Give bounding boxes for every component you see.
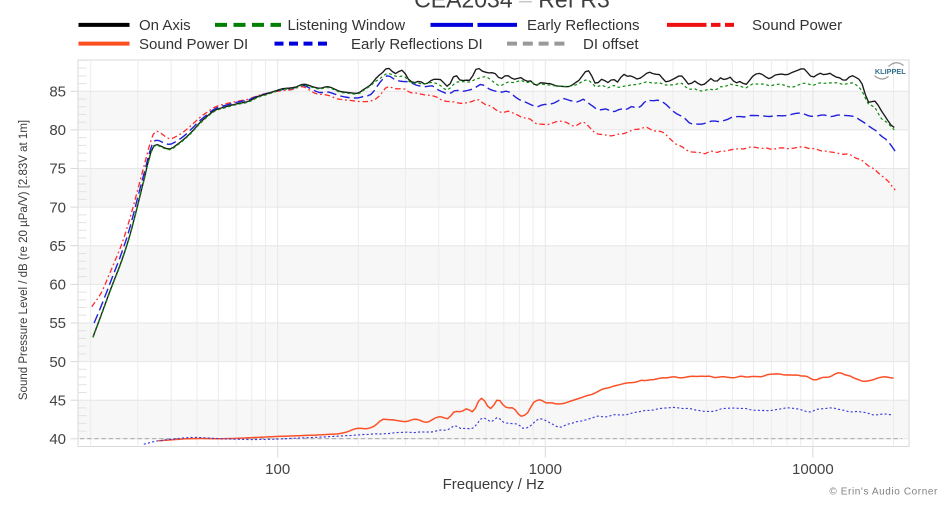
svg-text:50: 50 [49,354,66,371]
svg-text:100: 100 [265,461,290,478]
svg-text:40: 40 [49,431,66,448]
svg-text:KLIPPEL: KLIPPEL [875,67,906,76]
svg-text:55: 55 [49,315,66,332]
svg-text:Listening Window: Listening Window [288,17,406,34]
svg-text:Sound Power: Sound Power [752,17,842,34]
svg-text:75: 75 [49,161,66,178]
svg-text:1000: 1000 [529,461,562,478]
svg-text:10000: 10000 [792,461,834,478]
svg-text:80: 80 [49,122,66,139]
svg-text:65: 65 [49,238,66,255]
svg-text:Early Reflections: Early Reflections [527,17,640,34]
svg-text:60: 60 [49,277,66,294]
svg-text:CEA2034 – Ref R3: CEA2034 – Ref R3 [414,0,610,13]
svg-text:70: 70 [49,199,66,216]
svg-text:45: 45 [49,392,66,409]
svg-text:Early Reflections DI: Early Reflections DI [351,36,483,53]
svg-text:DI offset: DI offset [583,36,639,53]
svg-text:© Erin's Audio Corner: © Erin's Audio Corner [829,487,938,498]
svg-text:Sound Power DI: Sound Power DI [139,36,248,53]
svg-text:85: 85 [49,84,66,101]
svg-text:Frequency / Hz: Frequency / Hz [443,476,545,493]
svg-text:On Axis: On Axis [139,17,191,34]
svg-text:Sound Pressure Level / dB (re: Sound Pressure Level / dB (re 20 µPa/V) … [18,120,30,400]
